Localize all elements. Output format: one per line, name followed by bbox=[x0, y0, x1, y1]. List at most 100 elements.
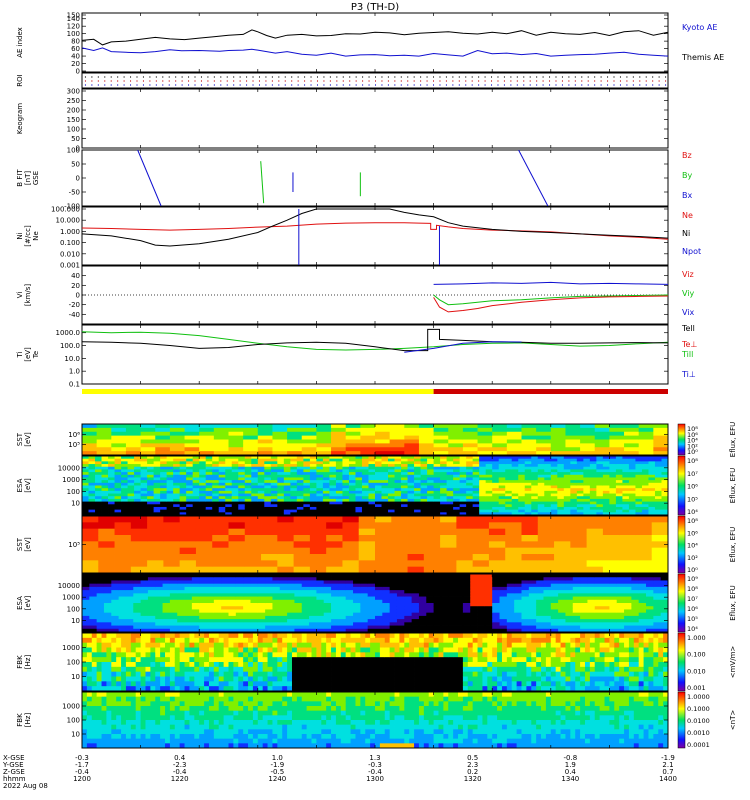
esa-ion-efflux-cell bbox=[602, 461, 610, 465]
esa-electron-efflux-cell bbox=[543, 603, 552, 607]
fbk-electric-cell bbox=[155, 633, 161, 639]
esa-ion-efflux-cell bbox=[505, 504, 513, 508]
roi-flag-dot bbox=[239, 80, 241, 82]
esa-electron-efflux-cell bbox=[514, 612, 522, 617]
esa-ion-efflux-cell bbox=[205, 461, 213, 465]
esa-ion-efflux-cell bbox=[570, 501, 578, 505]
esa-electron-efflux-cell bbox=[433, 603, 442, 607]
sst-ion-efflux-cell bbox=[536, 443, 552, 448]
esa-electron-efflux-cell bbox=[103, 619, 112, 623]
esa-ion-efflux-cell bbox=[492, 490, 500, 494]
esa-ion-efflux-cell bbox=[264, 458, 272, 462]
fbk-electric-cell bbox=[169, 637, 176, 644]
esa-electron-efflux-cell bbox=[147, 590, 156, 594]
esa-ion-efflux-cell bbox=[121, 461, 128, 465]
esa-ion-efflux-cells bbox=[82, 456, 669, 516]
esa-electron-efflux-cell bbox=[125, 574, 134, 578]
esa-ion-efflux-cell bbox=[342, 506, 350, 511]
esa-electron-efflux-cell bbox=[125, 622, 134, 626]
sst-ion-efflux-cell bbox=[638, 435, 654, 440]
esa-ion-efflux-cell bbox=[264, 466, 272, 470]
esa-ion-efflux-cell bbox=[479, 480, 487, 484]
fbk-electric-cell bbox=[106, 662, 112, 668]
sst-ion-efflux-cells bbox=[82, 424, 669, 456]
esa-ion-efflux-cell bbox=[205, 501, 213, 505]
esa-ion-efflux-cell bbox=[361, 461, 369, 465]
fbk-electric-cell bbox=[111, 671, 117, 677]
esa-electron-efflux-cell bbox=[89, 586, 98, 591]
esa-ion-efflux-cell bbox=[257, 509, 265, 513]
esa-ion-efflux-cell bbox=[485, 506, 493, 511]
esa-ion-efflux-cell bbox=[173, 480, 181, 484]
esa-electron-efflux-cell bbox=[169, 609, 178, 614]
fbk-electric-cell bbox=[106, 686, 112, 692]
sst-ion-efflux-cell bbox=[375, 447, 391, 452]
fbk-electric-cell bbox=[121, 676, 127, 682]
esa-ion-efflux-cell bbox=[537, 498, 545, 502]
esa-ion-efflux-cell bbox=[160, 456, 168, 460]
esa-electron-efflux-cell bbox=[609, 577, 618, 581]
sst-ion-efflux-cell bbox=[140, 443, 156, 448]
esa-electron-efflux-cell bbox=[521, 612, 530, 617]
esa-ion-efflux-cell bbox=[596, 501, 604, 505]
sst-ion-efflux-cell bbox=[580, 435, 596, 440]
esa-electron-efflux-cell bbox=[228, 609, 237, 614]
esa-electron-efflux-cell bbox=[367, 625, 376, 630]
esa-electron-efflux-cell bbox=[543, 625, 552, 630]
esa-electron-efflux-cell bbox=[82, 625, 90, 630]
esa-electron-efflux-cell bbox=[133, 606, 141, 610]
roi-flag-dot bbox=[155, 84, 157, 86]
esa-ion-efflux-cell bbox=[570, 493, 578, 497]
esa-ion-efflux-cell bbox=[238, 469, 246, 473]
esa-ion-efflux-cell bbox=[661, 469, 669, 473]
esa-electron-efflux-cell bbox=[111, 593, 120, 597]
esa-ion-efflux-cell bbox=[524, 456, 532, 460]
esa-ion-efflux-cell bbox=[466, 490, 474, 494]
esa-electron-efflux-cell bbox=[470, 580, 478, 585]
sst-electron-efflux-cell bbox=[277, 522, 295, 530]
esa-ion-efflux-cell bbox=[433, 472, 441, 476]
esa-electron-efflux-cell bbox=[82, 599, 90, 604]
fbk-electric-cell bbox=[145, 642, 151, 648]
esa-ion-efflux-cell bbox=[127, 504, 135, 508]
esa-electron-efflux-cell bbox=[140, 599, 149, 604]
esa-electron-efflux-cell bbox=[389, 590, 398, 594]
fbk-electric-cell bbox=[165, 671, 171, 677]
sst-ion-efflux-cell bbox=[550, 447, 566, 452]
esa-ion-efflux-cell bbox=[641, 493, 649, 497]
esa-ion-efflux-cell bbox=[641, 472, 649, 476]
esa-electron-efflux-cell bbox=[360, 590, 369, 594]
esa-ion-efflux-cell bbox=[388, 488, 395, 492]
sst-ion-efflux-cell bbox=[301, 439, 317, 444]
esa-electron-efflux-cell bbox=[572, 593, 581, 597]
sst-ion-efflux-cell bbox=[521, 427, 537, 433]
esa-ion-efflux-cell bbox=[348, 469, 356, 473]
esa-ion-efflux-cell bbox=[225, 456, 233, 460]
esa-ion-efflux-cell bbox=[322, 490, 330, 494]
esa-ion-efflux-cell bbox=[602, 509, 610, 513]
esa-ion-efflux-cell bbox=[108, 493, 115, 497]
esa-electron-efflux-cell bbox=[382, 628, 391, 633]
esa-ion-efflux-cell bbox=[420, 472, 428, 476]
esa-ion-efflux-cell bbox=[283, 512, 291, 516]
esa-ion-efflux-cell bbox=[251, 490, 259, 494]
esa-electron-efflux-cell bbox=[206, 619, 215, 623]
esa-ion-efflux-cell bbox=[375, 458, 382, 462]
esa-ion-efflux-cell bbox=[641, 488, 649, 492]
esa-ion-efflux-cell bbox=[186, 466, 194, 470]
sst-electron-efflux-cell bbox=[391, 547, 408, 555]
esa-ion-efflux-cell bbox=[407, 466, 415, 470]
esa-ion-efflux-cell bbox=[420, 464, 428, 468]
esa-ion-efflux-cell bbox=[518, 501, 526, 505]
esa-electron-efflux-cell bbox=[528, 606, 537, 610]
esa-ion-efflux-cell bbox=[446, 512, 454, 516]
esa-ion-efflux-cell bbox=[440, 493, 448, 497]
esa-ion-efflux-cell bbox=[225, 477, 233, 481]
esa-ion-efflux-cell bbox=[335, 488, 343, 492]
esa-ion-efflux-cell bbox=[101, 485, 109, 489]
sst-electron-efflux-cell bbox=[293, 535, 311, 542]
esa-ion-efflux-cell bbox=[127, 506, 135, 511]
esa-ion-efflux-cell bbox=[557, 509, 565, 513]
esa-ion-efflux-cell bbox=[199, 493, 207, 497]
esa-electron-efflux-cell bbox=[484, 619, 493, 623]
